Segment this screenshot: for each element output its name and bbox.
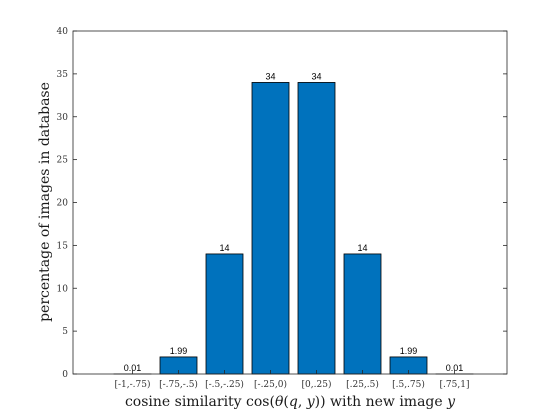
y-tick-label: 40 (57, 27, 69, 37)
bar (343, 253, 382, 375)
x-tick-label: [0,.25) (302, 379, 332, 390)
y-tick-label: 10 (57, 284, 69, 294)
y-tick-label: 35 (57, 70, 69, 80)
y-tick-label: 25 (57, 156, 69, 166)
y-axis-ticks: 0 5 10 15 20 25 30 35 40 (57, 27, 507, 380)
data-label: 34 (311, 71, 321, 81)
x-axis-ticks: [-1,-.75) [-.75,-.5) [-.5,-.25) [-.25,0) [0,… (114, 370, 469, 390)
x-tick-label: [-1,-.75) (114, 379, 150, 390)
data-label: 14 (357, 243, 367, 253)
y-axis-title: percentage of images in database (37, 82, 53, 322)
x-tick-label: [-.25,0) (254, 379, 287, 390)
x-tick-label: [-.75,-.5) (159, 379, 198, 390)
data-label: 14 (219, 243, 229, 253)
y-tick-label: 0 (62, 370, 68, 380)
y-tick-label: 5 (62, 327, 68, 337)
data-label: 1.99 (400, 346, 418, 356)
bar (251, 82, 290, 375)
x-tick-label: [-.5,-.25) (205, 379, 244, 390)
data-label: 1.99 (170, 346, 188, 356)
data-label: 0.01 (124, 363, 142, 373)
bars-group (113, 82, 474, 375)
data-labels-group: 0.01 1.99 14 34 34 14 1.99 0.01 (124, 71, 464, 372)
x-tick-label: [.5,.75) (392, 379, 425, 390)
x-axis-title: cosine similarity cos(θ(q, y)) with new … (125, 394, 456, 410)
plot-frame (72, 30, 508, 375)
data-label: 34 (265, 71, 275, 81)
bar (205, 253, 244, 375)
x-tick-label: [.25,.5) (346, 379, 379, 390)
data-label: 0.01 (446, 363, 464, 373)
plot-area (73, 31, 507, 374)
y-tick-label: 20 (57, 199, 69, 209)
bar (297, 82, 336, 375)
y-tick-label: 30 (57, 113, 69, 123)
x-tick-label: [.75,1] (440, 380, 470, 390)
y-tick-label: 15 (57, 241, 69, 251)
